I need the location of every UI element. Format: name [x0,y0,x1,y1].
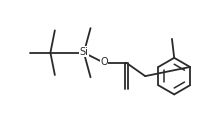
Text: Si: Si [79,47,88,57]
Text: O: O [100,57,108,67]
